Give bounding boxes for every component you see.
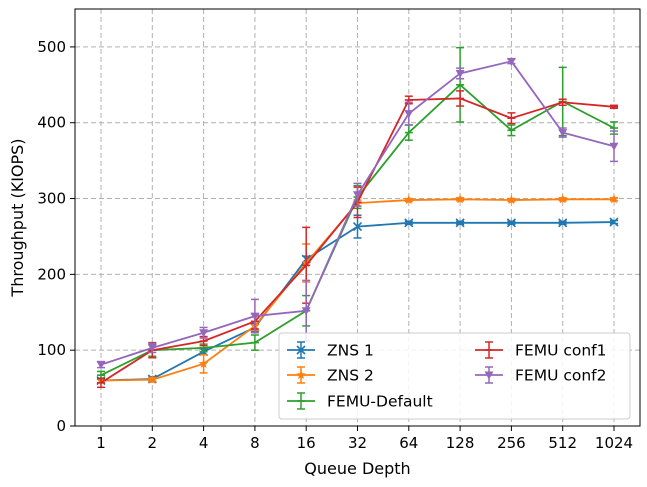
x-tick-label: 4 <box>199 434 209 452</box>
legend-label: FEMU-Default <box>327 393 433 411</box>
y-axis-label: Throughput (KIOPS) <box>8 138 27 297</box>
data-point <box>506 57 516 66</box>
legend-marker <box>296 345 306 355</box>
y-tick-label: 100 <box>37 341 66 359</box>
legend-item: FEMU conf2 <box>475 366 607 385</box>
x-tick-label: 8 <box>250 434 260 452</box>
x-tick-label: 1024 <box>595 434 633 452</box>
y-tick-label: 300 <box>37 190 66 208</box>
legend-item: FEMU-Default <box>287 392 433 411</box>
x-tick-label: 256 <box>497 434 526 452</box>
data-point <box>455 69 465 78</box>
data-point <box>250 312 260 321</box>
legend: ZNS 1 ZNS 2 FEMU-Default FEMU conf1 FEMU con… <box>278 332 631 420</box>
x-tick-label: 16 <box>297 434 316 452</box>
data-point <box>558 129 568 138</box>
data-point <box>96 361 106 370</box>
y-tick-label: 200 <box>37 265 66 283</box>
data-point <box>609 217 619 227</box>
series-femu-conf2 <box>96 57 619 370</box>
x-tick-label: 2 <box>148 434 158 452</box>
legend-box <box>278 332 631 420</box>
series-layer <box>96 46 619 389</box>
y-tick-label: 0 <box>56 417 66 435</box>
legend-marker <box>296 370 306 380</box>
data-point <box>147 344 157 353</box>
data-point <box>455 194 465 204</box>
x-tick-label: 32 <box>348 434 367 452</box>
x-tick-label: 1 <box>96 434 106 452</box>
x-axis-label: Queue Depth <box>304 459 410 478</box>
legend-label: ZNS 2 <box>327 367 374 385</box>
legend-item: ZNS 1 <box>287 341 374 360</box>
x-tick-label: 64 <box>399 434 418 452</box>
data-point <box>147 374 158 384</box>
legend-label: FEMU conf2 <box>515 367 607 385</box>
y-tick-label: 400 <box>37 114 66 132</box>
data-point <box>455 218 465 228</box>
data-point <box>506 218 516 228</box>
x-tick-label: 512 <box>548 434 577 452</box>
data-point <box>609 142 619 151</box>
data-point <box>353 191 362 200</box>
legend-marker <box>484 371 494 380</box>
data-point <box>558 218 568 228</box>
data-point <box>404 195 414 205</box>
data-point <box>198 358 209 368</box>
legend-item: ZNS 2 <box>287 366 374 385</box>
legend-item: FEMU conf1 <box>475 341 607 360</box>
data-point <box>404 110 414 119</box>
data-point <box>506 195 517 205</box>
y-tick-label: 500 <box>37 38 66 56</box>
data-point <box>557 194 568 204</box>
data-point <box>352 222 363 232</box>
legend-label: ZNS 1 <box>327 342 374 360</box>
legend-label: FEMU conf1 <box>515 342 607 360</box>
axis-ticks: 1 2 4 8 16 32 64 128 256 512 1024 0 100 200 300 400 500 <box>37 38 633 452</box>
data-point <box>301 307 311 316</box>
data-point <box>404 218 414 228</box>
data-point <box>199 329 209 338</box>
data-point <box>609 194 619 204</box>
x-tick-label: 128 <box>446 434 475 452</box>
